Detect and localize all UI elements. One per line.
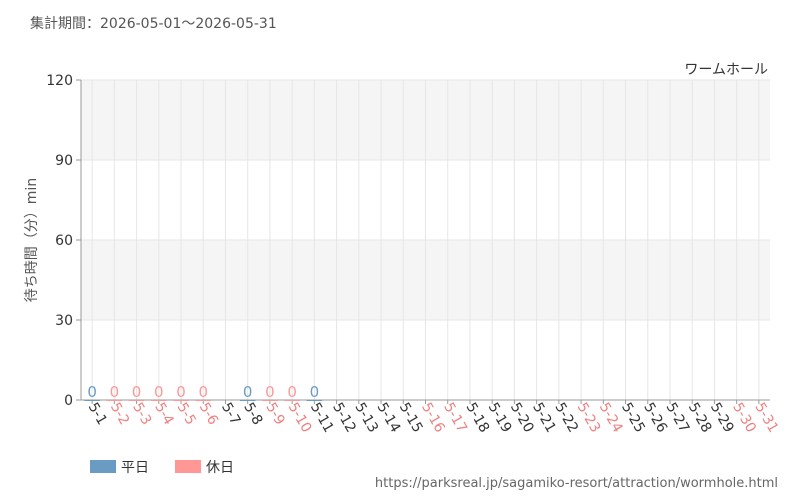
legend-label: 休日 — [206, 460, 234, 476]
bar — [106, 400, 123, 401]
bar — [195, 400, 212, 401]
legend-label: 平日 — [121, 460, 149, 476]
x-tick-label: 5-4 — [151, 400, 176, 428]
data-label: 0 — [110, 383, 120, 401]
y-axis-label: 待ち時間（分）min — [24, 178, 40, 302]
data-label: 0 — [154, 383, 164, 401]
chart-title: ワームホール — [684, 62, 768, 78]
x-tick-label: 5-3 — [129, 400, 154, 428]
bar — [284, 400, 300, 401]
legend-swatch — [90, 460, 116, 473]
x-tick-label: 5-8 — [240, 400, 265, 428]
x-tick-label: 5-2 — [107, 400, 132, 428]
data-label: 0 — [243, 383, 253, 401]
bar — [262, 400, 278, 401]
bar — [151, 400, 167, 401]
data-label: 0 — [310, 383, 320, 401]
bar — [173, 400, 189, 401]
data-label: 0 — [87, 383, 97, 401]
y-tick-label: 30 — [55, 313, 73, 329]
x-tick-label: 5-9 — [262, 400, 287, 428]
source-url: https://parksreal.jp/sagamiko-resort/att… — [375, 476, 778, 491]
y-tick-label: 0 — [64, 393, 73, 409]
data-label: 0 — [287, 383, 297, 401]
x-tick-label: 5-5 — [174, 400, 199, 428]
bar — [306, 400, 323, 401]
legend-swatch — [175, 460, 201, 473]
y-tick-label: 90 — [55, 153, 73, 169]
data-label: 0 — [198, 383, 208, 401]
data-label: 0 — [176, 383, 186, 401]
x-tick-label: 5-7 — [218, 400, 243, 428]
x-tick-label: 5-31 — [751, 400, 781, 436]
y-tick-label: 120 — [46, 73, 73, 89]
x-tick-label: 5-1 — [85, 400, 110, 428]
bar — [128, 400, 145, 401]
y-tick-label: 60 — [55, 233, 73, 249]
x-tick-label: 5-6 — [196, 400, 221, 428]
bar — [84, 400, 100, 401]
period-header: 集計期間：2026-05-01～2026-05-31 — [30, 15, 277, 32]
data-label: 0 — [265, 383, 275, 401]
data-label: 0 — [132, 383, 142, 401]
bar — [239, 400, 256, 401]
